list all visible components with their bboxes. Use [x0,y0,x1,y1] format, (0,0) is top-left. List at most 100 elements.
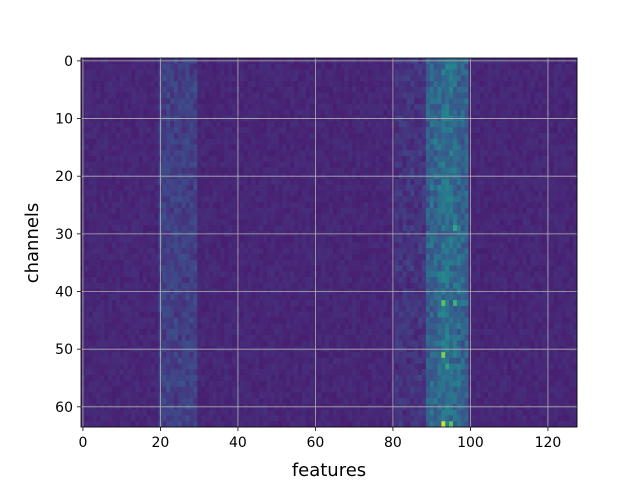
heatmap-cell [542,161,547,168]
heatmap-cell [491,271,496,278]
heatmap-cell [212,179,217,186]
heatmap-cell [402,184,407,191]
heatmap-cell [360,81,365,88]
heatmap-cell [538,121,543,128]
heatmap-cell [348,196,353,203]
heatmap-cell [499,202,504,209]
heatmap-cell [301,190,307,197]
heatmap-cell [115,92,121,99]
heatmap-cell [433,92,438,99]
heatmap-cell [298,219,303,226]
heatmap-cell [449,219,454,226]
heatmap-cell [166,219,171,226]
heatmap-cell [526,127,531,134]
heatmap-cell [197,63,202,70]
heatmap-cell [371,86,376,93]
heatmap-cell [154,225,159,232]
heatmap-cell [228,207,233,215]
heatmap-cell [418,213,423,220]
heatmap-cell [181,167,186,174]
heatmap-cell [127,81,132,88]
heatmap-cell [449,144,454,151]
heatmap-cell [309,104,314,111]
heatmap-cell [340,69,345,76]
heatmap-cell [115,138,121,145]
heatmap-cell [143,75,148,82]
heatmap-cell [166,242,171,249]
heatmap-cell [518,259,524,266]
heatmap-cell [92,202,97,209]
heatmap-cell [418,144,423,151]
heatmap-cell [495,127,500,134]
heatmap-cell [251,121,256,128]
heatmap-cell [181,225,186,232]
heatmap-cell [243,104,248,111]
heatmap-cell [321,254,326,261]
heatmap-cell [379,179,384,186]
heatmap-cell [534,196,539,203]
heatmap-cell [135,225,140,232]
heatmap-cell [383,69,388,76]
heatmap-cell [565,265,570,272]
heatmap-cell [112,196,117,203]
heatmap-cell [336,156,341,163]
heatmap-cell [460,196,465,203]
heatmap-cell [499,265,504,272]
heatmap-cell [418,138,423,145]
heatmap-cell [123,104,128,111]
heatmap-cell [127,277,132,284]
heatmap-cell [115,161,121,168]
heatmap-cell [453,179,458,186]
heatmap-cell [193,92,198,99]
heatmap-cell [220,132,225,140]
heatmap-cell [360,207,365,215]
heatmap-cell [259,81,264,88]
heatmap-cell [174,132,179,140]
heatmap-cell [476,202,481,209]
heatmap-cell [495,213,500,220]
heatmap-cell [379,271,384,278]
heatmap-cell [162,184,167,191]
heatmap-cell [197,156,202,163]
heatmap-cell [115,69,121,76]
heatmap-cell [441,132,446,140]
heatmap-cell [263,225,268,232]
heatmap-cell [100,242,105,249]
heatmap-cell [515,190,520,197]
heatmap-cell [139,161,144,168]
heatmap-cell [274,202,279,209]
heatmap-cell [193,104,198,111]
heatmap-cell [259,242,264,249]
heatmap-cell [553,236,558,243]
heatmap-cell [356,242,361,249]
heatmap-cell [422,225,427,232]
heatmap-cell [201,132,206,140]
heatmap-cell [100,213,105,220]
heatmap-cell [507,98,512,105]
heatmap-cell [108,156,113,163]
heatmap-cell [418,167,423,174]
heatmap-cell [569,271,574,278]
heatmap-cell [88,69,93,76]
heatmap-cell [484,121,489,128]
heatmap-cell [515,98,520,105]
heatmap-cell [216,161,221,168]
heatmap-cell [243,248,248,255]
heatmap-cell [305,75,310,82]
heatmap-cell [363,109,369,117]
heatmap-cell [135,138,140,145]
heatmap-cell [278,196,283,203]
heatmap-cell [402,202,407,209]
heatmap-cell [460,81,465,88]
heatmap-cell [487,271,493,278]
heatmap-cell [185,190,190,197]
heatmap-cell [363,121,369,128]
heatmap-cell [329,167,334,174]
heatmap-cell [251,271,256,278]
heatmap-cell [150,144,155,151]
heatmap-cell [274,92,279,99]
heatmap-cell [565,248,570,255]
heatmap-cell [332,277,338,284]
heatmap-cell [115,254,121,261]
heatmap-cell [301,225,307,232]
